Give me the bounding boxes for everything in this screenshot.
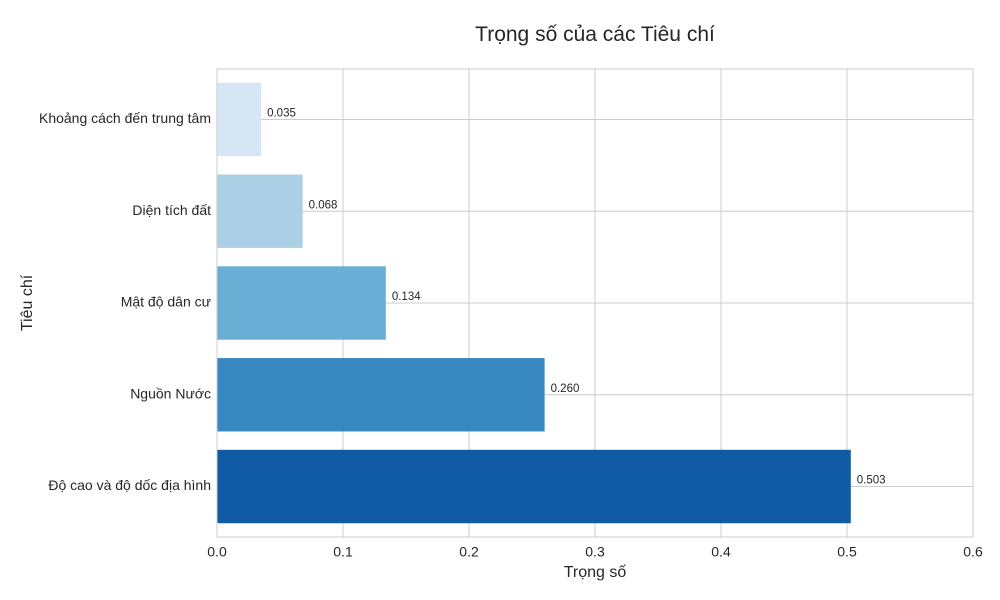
bar	[217, 82, 262, 157]
y-axis-label: Tiêu chí	[19, 274, 36, 331]
bar-value-label: 0.260	[551, 383, 580, 395]
chart-title: Trọng số của các Tiêu chí	[475, 23, 715, 46]
bars	[217, 82, 851, 524]
bar	[217, 449, 851, 524]
bar-value-label: 0.035	[267, 108, 296, 120]
x-axis-ticks: 0.0 0.1 0.2 0.3 0.4 0.5 0.6	[207, 544, 983, 560]
y-tick-label: Nguồn Nước	[130, 385, 211, 401]
bar-value-label: 0.068	[309, 199, 338, 211]
bar-value-label: 0.134	[392, 291, 421, 303]
bar	[217, 266, 386, 340]
x-tick-label: 0.1	[333, 544, 353, 560]
y-tick-label: Khoảng cách đến trung tâm	[39, 110, 211, 126]
x-tick-label: 0.0	[207, 544, 227, 560]
y-tick-label: Mật độ dân cư	[121, 294, 211, 310]
x-tick-label: 0.3	[585, 544, 605, 560]
x-tick-label: 0.5	[837, 544, 857, 560]
x-tick-label: 0.2	[459, 544, 479, 560]
data-labels: 0.035 0.068 0.134 0.260 0.503	[267, 108, 885, 487]
x-axis-label: Trọng số	[564, 564, 627, 581]
y-tick-label: Độ cao và độ dốc địa hình	[48, 477, 211, 493]
bar-value-label: 0.503	[857, 475, 886, 487]
plot-frame	[216, 68, 974, 538]
y-axis-ticks: Khoảng cách đến trung tâm Diện tích đất Mậ…	[39, 110, 211, 493]
y-tick-label: Diện tích đất	[132, 202, 211, 218]
bar	[217, 358, 545, 432]
x-tick-label: 0.4	[711, 544, 731, 560]
bar	[217, 174, 303, 248]
x-tick-label: 0.6	[963, 544, 983, 560]
